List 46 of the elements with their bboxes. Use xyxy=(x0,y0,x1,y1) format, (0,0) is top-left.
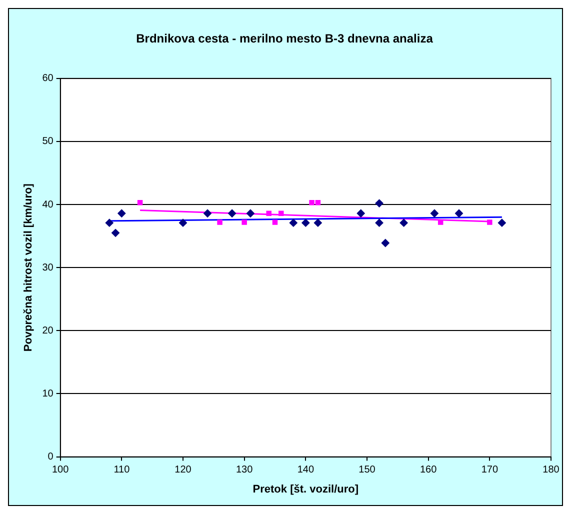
x-tick-label: 170 xyxy=(481,464,498,476)
point xyxy=(178,218,187,227)
y-tick-label: 0 xyxy=(48,452,54,463)
point xyxy=(315,200,321,206)
point xyxy=(246,209,254,218)
point xyxy=(242,220,247,225)
point xyxy=(314,218,322,227)
point xyxy=(272,220,278,225)
x-tick-label: 180 xyxy=(542,464,560,476)
x-tick-label: 160 xyxy=(420,464,438,476)
x-tick-label: 100 xyxy=(52,464,70,476)
x-tick-label: 150 xyxy=(358,464,376,476)
point xyxy=(266,210,272,216)
y-tick-label: 20 xyxy=(42,325,54,336)
y-tick-label: 30 xyxy=(42,262,54,274)
x-axis-title: Pretok [št. vozil/uro] xyxy=(252,483,359,496)
point xyxy=(430,209,438,218)
point xyxy=(498,218,506,227)
y-tick-label: 10 xyxy=(42,388,54,400)
point xyxy=(217,220,222,225)
point xyxy=(105,218,114,227)
point xyxy=(204,209,212,218)
y-axis-title: Povprečna hitrost vozil [km/uro] xyxy=(22,183,35,352)
point xyxy=(487,220,492,225)
point xyxy=(356,209,365,218)
point xyxy=(228,209,236,218)
y-tick-label: 40 xyxy=(42,199,54,210)
point xyxy=(289,218,298,227)
point xyxy=(375,218,384,227)
y-tick-label: 50 xyxy=(42,136,54,148)
point xyxy=(112,228,120,237)
point xyxy=(137,200,143,206)
point xyxy=(278,210,284,216)
point xyxy=(118,209,126,218)
chart-title: Brdnikova cesta - merilno mesto B-3 dnevna analiza xyxy=(136,32,434,46)
x-tick-label: 130 xyxy=(236,464,254,476)
x-tick-label: 110 xyxy=(114,464,130,476)
point xyxy=(455,209,463,218)
point xyxy=(302,218,310,227)
x-tick-label: 140 xyxy=(297,464,314,476)
point xyxy=(381,239,390,248)
x-tick-label: 120 xyxy=(174,464,192,476)
point xyxy=(375,199,384,208)
point xyxy=(400,218,408,227)
y-tick-label: 60 xyxy=(42,73,54,84)
point xyxy=(309,200,314,206)
